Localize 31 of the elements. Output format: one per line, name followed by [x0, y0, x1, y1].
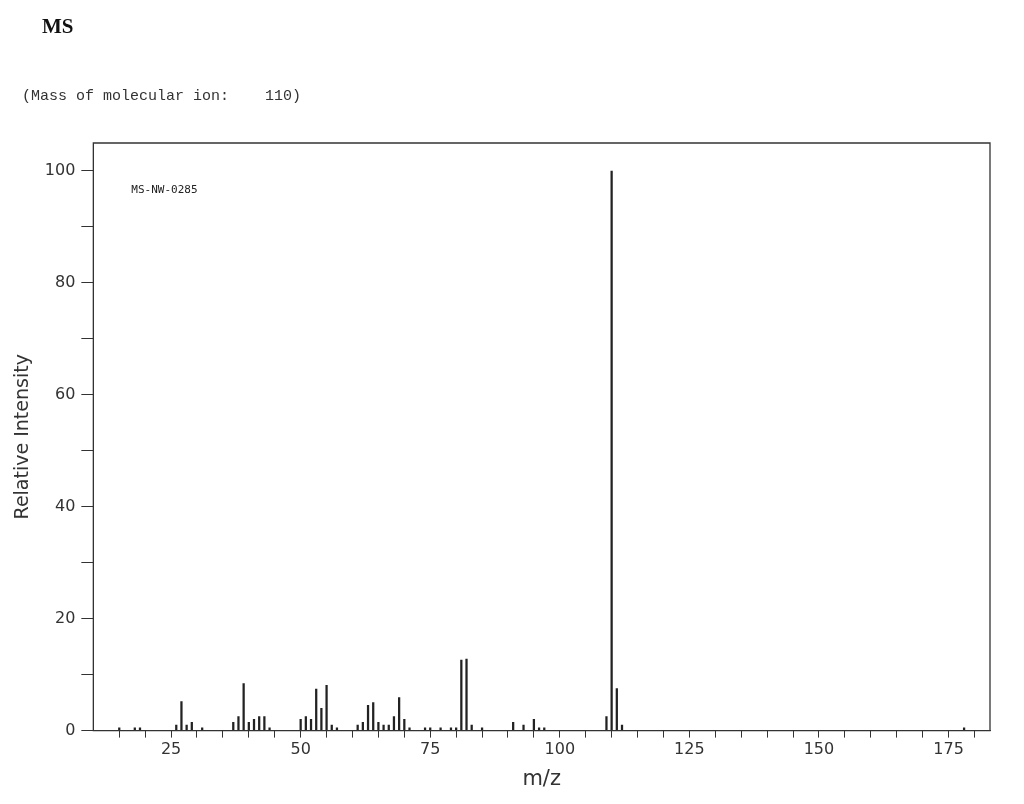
x-tick-label: 25 — [160, 739, 182, 759]
y-tick-label: 40 — [54, 495, 76, 515]
chart-subtitle: (Mass of molecular ion: 110) — [22, 88, 302, 105]
x-tick-label: 100 — [544, 739, 576, 759]
bar — [180, 701, 183, 731]
y-tick-label: 100 — [44, 160, 76, 180]
bar — [320, 707, 323, 731]
x-axis-title: m/z — [522, 765, 561, 790]
x-tick-label: 75 — [420, 739, 441, 759]
bar — [382, 724, 385, 731]
bar — [439, 727, 442, 731]
y-tick-label: 0 — [65, 719, 76, 739]
chart-title: MS — [42, 14, 74, 39]
y-axis-title: Relative Intensity — [10, 354, 33, 520]
y-tick-label: 80 — [54, 272, 76, 292]
bar — [465, 658, 468, 731]
bar — [325, 684, 328, 731]
bar — [522, 724, 525, 731]
bar — [263, 716, 266, 731]
bar — [408, 727, 411, 731]
x-tick-label: 125 — [674, 739, 705, 759]
bar — [377, 721, 380, 731]
bar — [268, 727, 271, 731]
x-tick-label: 50 — [290, 739, 311, 759]
bar — [605, 716, 608, 731]
y-tick-label: 20 — [54, 607, 76, 627]
annotation: MS-NW-0285 — [131, 183, 198, 197]
x-tick-label: 150 — [803, 739, 835, 759]
bar — [237, 716, 240, 731]
x-tick-label: 175 — [933, 739, 964, 759]
y-tick-label: 60 — [54, 383, 76, 403]
